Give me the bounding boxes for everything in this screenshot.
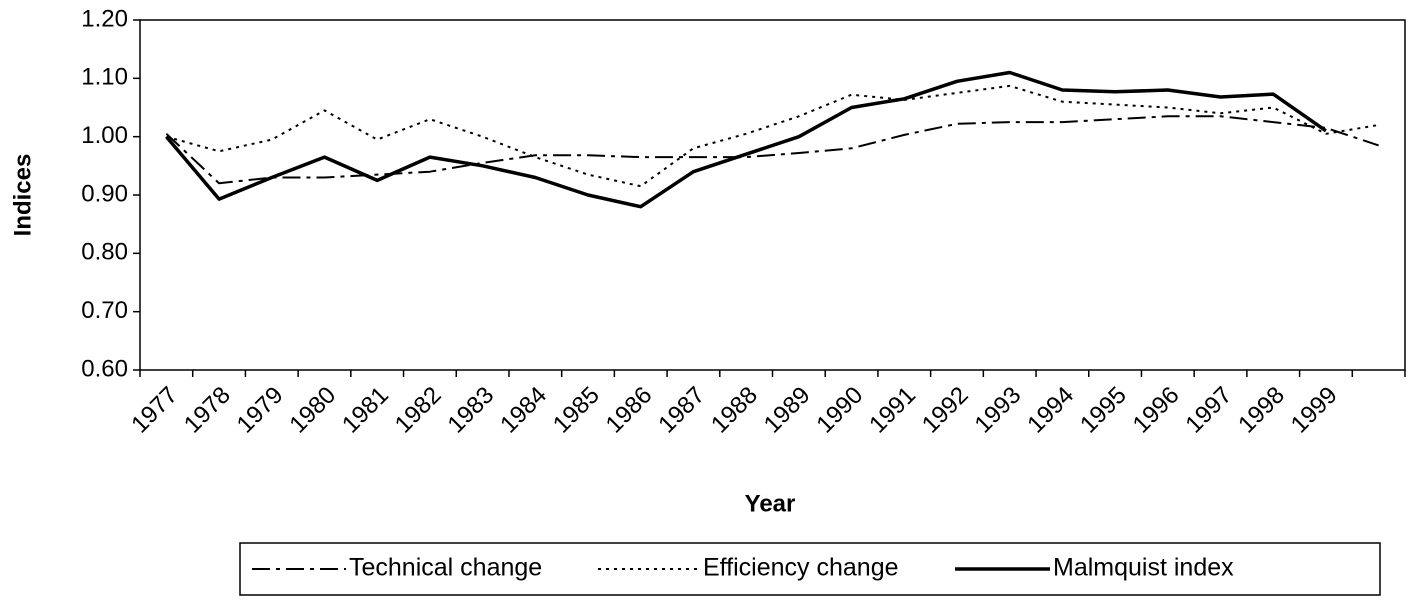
y-tick-label: 1.10 xyxy=(81,64,128,91)
x-tick-label: 1988 xyxy=(706,382,763,439)
x-tick-label: 1983 xyxy=(442,382,499,439)
plot-area xyxy=(139,19,1406,371)
legend-label: Efficiency change xyxy=(703,554,899,582)
y-tick-label: 0.90 xyxy=(81,180,128,207)
x-tick-label: 1999 xyxy=(1286,382,1343,439)
x-axis-title: Year xyxy=(745,490,796,517)
y-tick-label: 1.20 xyxy=(81,5,128,32)
legend-label: Malmquist index xyxy=(1053,554,1234,582)
x-tick-label: 1981 xyxy=(337,382,394,439)
x-tick-label: 1994 xyxy=(1022,382,1079,439)
x-tick-label: 1995 xyxy=(1075,382,1132,439)
x-tick-label: 1993 xyxy=(970,382,1027,439)
x-tick-label: 1991 xyxy=(864,382,921,439)
x-tick-label: 1987 xyxy=(653,382,710,439)
x-tick-label: 1990 xyxy=(811,382,868,439)
y-tick-label: 0.80 xyxy=(81,239,128,266)
series-line xyxy=(166,84,1379,188)
x-tick-label: 1997 xyxy=(1180,382,1237,439)
x-tick-label: 1992 xyxy=(917,382,974,439)
x-tick-label: 1979 xyxy=(232,382,289,439)
x-tick-label: 1980 xyxy=(284,382,341,439)
x-tick-label: 1977 xyxy=(126,382,183,439)
x-tick-label: 1986 xyxy=(601,382,658,439)
x-tick-label: 1982 xyxy=(390,382,447,439)
series-line xyxy=(165,70,1327,209)
y-tick-label: 1.00 xyxy=(81,122,128,149)
y-tick-label: 0.60 xyxy=(81,355,128,382)
legend-label: Technical change xyxy=(349,554,542,582)
y-tick-label: 0.70 xyxy=(81,297,128,324)
legend-box xyxy=(239,542,1381,596)
x-tick-label: 1978 xyxy=(179,382,236,439)
x-tick-label: 1984 xyxy=(495,382,552,439)
x-tick-label: 1998 xyxy=(1233,382,1290,439)
legend: Technical change Efficiency change Malmqui… xyxy=(239,542,1381,596)
series-line xyxy=(165,115,1379,185)
x-tick-label: 1996 xyxy=(1128,382,1185,439)
y-axis-title: Indices xyxy=(9,154,36,237)
x-tick-label: 1985 xyxy=(548,382,605,439)
x-tick-label: 1989 xyxy=(759,382,816,439)
